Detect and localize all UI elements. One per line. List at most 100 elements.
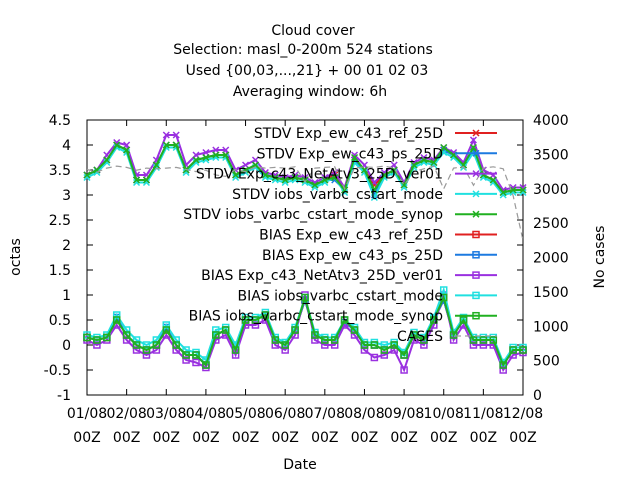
data-point	[103, 156, 111, 164]
data-point	[271, 341, 280, 349]
legend-label: STDV Exp_ew_c43_ref_25D	[254, 126, 443, 142]
y2-tick-label: 4000	[533, 113, 569, 129]
data-point	[459, 316, 468, 324]
y2-tick-label: 2500	[533, 216, 569, 232]
data-point	[430, 158, 438, 167]
legend-label: BIAS Exp_ew_c43_ref_25D	[259, 228, 443, 244]
data-point	[472, 271, 480, 279]
data-point	[311, 183, 319, 192]
legend-label: CASES	[397, 329, 443, 345]
y2-tick-label: 1000	[533, 319, 569, 335]
data-point	[380, 171, 388, 179]
data-point	[479, 341, 488, 349]
x-tick-sublabel: 00Z	[390, 430, 417, 446]
data-point	[122, 336, 131, 344]
data-point	[390, 341, 398, 349]
legend-label: BIAS iobs_varbc_cstart_mode_synop	[189, 309, 444, 325]
data-point	[439, 293, 448, 302]
data-point	[202, 153, 210, 162]
data-point	[242, 166, 250, 174]
data-point	[301, 293, 309, 302]
data-point	[469, 136, 477, 144]
data-point	[472, 129, 480, 137]
data-point	[231, 346, 240, 354]
data-point	[83, 333, 91, 342]
x-tick-label: 02/08	[106, 406, 146, 422]
x-tick-label: 06/08	[265, 406, 305, 422]
data-point	[489, 176, 497, 184]
y-tick-label: 3	[62, 188, 71, 204]
data-point	[330, 341, 339, 349]
data-point	[420, 336, 428, 344]
x-tick-label: 05/08	[225, 406, 265, 422]
data-point	[192, 351, 200, 359]
data-point	[400, 366, 408, 374]
data-point	[450, 153, 458, 162]
data-point	[182, 346, 190, 354]
data-point	[311, 336, 319, 344]
x-tick-sublabel: 00Z	[192, 430, 219, 446]
x-tick-sublabel: 00Z	[153, 430, 180, 446]
data-point	[281, 341, 289, 349]
legend-label: STDV Exp_c43_NetAtv3_25D_ver01	[196, 167, 443, 183]
data-point	[420, 341, 428, 349]
x-axis: 01/08 00Z 02/08 00Z 03/08 00Z 04/08 00Z 05/08 00Z…	[67, 120, 543, 446]
series-10	[83, 293, 527, 369]
data-point	[330, 336, 339, 344]
data-point	[142, 346, 151, 354]
data-point	[271, 336, 280, 344]
series-layer	[83, 131, 527, 374]
data-point	[162, 141, 170, 149]
data-point	[469, 143, 477, 152]
data-point	[212, 151, 220, 159]
data-point	[350, 326, 359, 334]
data-point	[341, 188, 349, 197]
data-point	[420, 156, 428, 164]
x-tick-sublabel: 00Z	[311, 430, 338, 446]
data-point	[321, 336, 329, 344]
data-point	[192, 358, 200, 367]
data-point	[400, 351, 408, 359]
y2-tick-label: 0	[533, 388, 542, 404]
data-point	[472, 311, 480, 320]
data-point	[400, 183, 408, 192]
data-point	[172, 341, 180, 349]
data-point	[499, 366, 507, 374]
data-point	[212, 331, 220, 339]
data-point	[410, 161, 418, 169]
y2-tick-label: 2000	[533, 251, 569, 267]
data-point	[142, 341, 151, 349]
y-tick-label: 4.5	[49, 113, 71, 129]
data-point	[469, 336, 478, 344]
data-point	[93, 336, 101, 344]
x-tick-sublabel: 00Z	[113, 430, 140, 446]
y2-tick-label: 500	[533, 354, 560, 370]
data-point	[360, 346, 369, 354]
data-point	[232, 171, 240, 179]
data-point	[261, 171, 269, 179]
data-point	[192, 156, 200, 164]
y-axis-right: 4000 3500 3000 2500 2000 1500 1000 500 0	[533, 113, 569, 404]
plot-frame	[86, 119, 524, 396]
y-tick-label: 2	[62, 238, 71, 254]
data-point	[321, 176, 329, 184]
data-point	[469, 341, 478, 349]
legend-label: BIAS Exp_c43_NetAtv3_25D_ver01	[201, 268, 443, 284]
data-point	[509, 346, 517, 354]
data-point	[221, 326, 230, 334]
data-point	[439, 286, 448, 294]
y2-tick-label: 3500	[533, 147, 569, 163]
data-point	[351, 153, 359, 162]
x-tick-label: 11/08	[463, 406, 503, 422]
y2-tick-label: 1500	[533, 285, 569, 301]
data-point	[133, 176, 141, 184]
data-point	[122, 331, 131, 339]
data-point	[172, 141, 180, 149]
data-point	[509, 186, 517, 194]
y2-tick-label: 3000	[533, 182, 569, 198]
data-point	[380, 346, 389, 354]
title-line-1: Cloud cover	[271, 23, 355, 39]
data-point	[291, 326, 299, 334]
data-point	[489, 336, 498, 344]
data-point	[449, 331, 458, 339]
